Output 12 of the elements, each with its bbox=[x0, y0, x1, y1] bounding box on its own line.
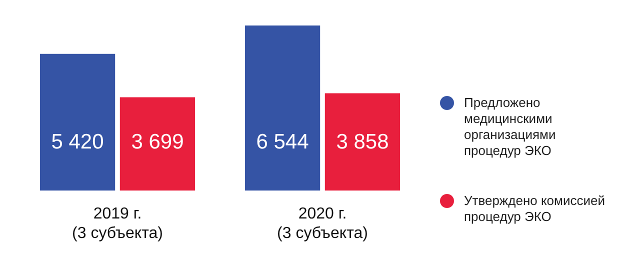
legend-label: Утверждено комиссией процедур ЭКО bbox=[464, 193, 605, 225]
x-tick-label: 2019 г. (3 субъекта) bbox=[72, 206, 163, 242]
bar bbox=[120, 97, 196, 191]
data-label: 5 420 bbox=[51, 130, 104, 154]
data-label: 6 544 bbox=[256, 130, 310, 154]
data-label: 3 858 bbox=[336, 130, 389, 154]
bar bbox=[324, 93, 400, 191]
legend-label: Предложено медицинскими организациями процедур ЭКО bbox=[464, 95, 557, 159]
bar bbox=[244, 26, 320, 191]
bar bbox=[40, 54, 116, 191]
data-label: 3 699 bbox=[131, 130, 184, 154]
x-tick-label: 2020 г. (3 субъекта) bbox=[277, 206, 368, 242]
